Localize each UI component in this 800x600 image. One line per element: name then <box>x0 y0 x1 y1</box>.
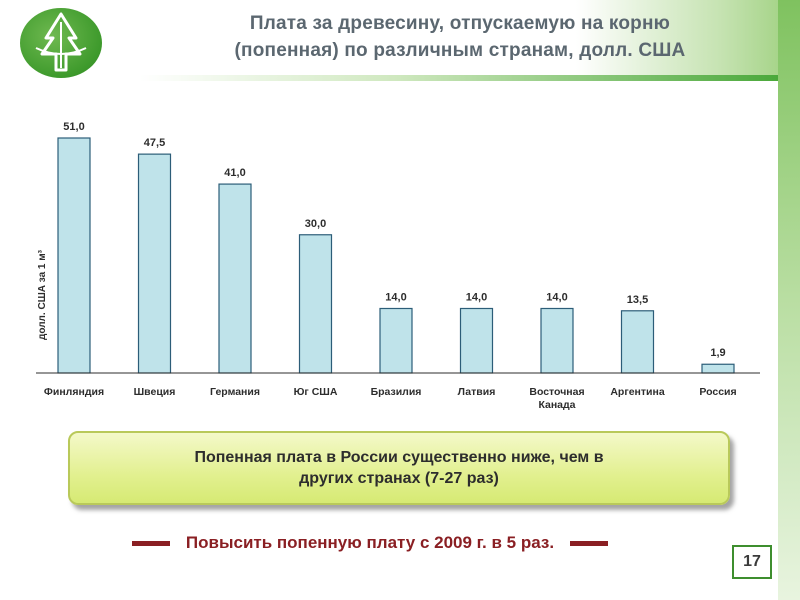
bar-3 <box>298 234 333 374</box>
y-axis-label: долл. США за 1 м³ <box>37 249 48 340</box>
bars-layer <box>57 137 735 374</box>
title-line-2: (попенная) по различным странам, долл. С… <box>234 40 686 61</box>
value-label-6: 14,0 <box>546 291 567 303</box>
value-label-7: 13,5 <box>627 294 648 306</box>
bar-8 <box>701 363 735 374</box>
action-line: Повысить попенную плату с 2009 г. в 5 ра… <box>90 533 650 553</box>
callout-text: Попенная плата в России существенно ниже… <box>194 449 604 487</box>
bar-7 <box>620 310 655 374</box>
value-label-4: 14,0 <box>385 291 406 303</box>
slide-title: Плата за древесину, отпускаемую на корню… <box>160 10 760 64</box>
value-labels-layer: 51,0 47,5 41,0 30,0 14,0 14,0 14,0 13,5 1,9 <box>63 121 725 359</box>
category-label-6-line-0: Восточная <box>529 386 584 398</box>
category-labels-layer: Финляндия Швеция Германия Юг США Бразилия Лат… <box>44 386 737 411</box>
value-label-3: 30,0 <box>305 218 326 230</box>
key-finding-callout: Попенная плата в России существенно ниже… <box>68 431 730 505</box>
value-label-8: 1,9 <box>710 347 725 359</box>
page-number: 17 <box>732 545 772 579</box>
bar-4 <box>379 307 413 374</box>
action-text: Повысить попенную плату с 2009 г. в 5 ра… <box>185 533 555 552</box>
header-band <box>0 0 800 78</box>
category-label-3: Юг США <box>294 386 338 398</box>
bar-6 <box>540 307 574 374</box>
value-label-1: 47,5 <box>144 137 165 149</box>
title-line-1: Плата за древесину, отпускаемую на корню <box>249 13 671 34</box>
stumpage-bar-chart: 51,0 47,5 41,0 30,0 14,0 14,0 14,0 13,5 1,9 Финл… <box>36 121 760 411</box>
category-label-1: Швеция <box>134 386 176 398</box>
category-label-8: Россия <box>699 386 736 398</box>
bar-0 <box>57 137 91 374</box>
category-label-4: Бразилия <box>371 386 422 398</box>
tree-logo-icon <box>20 8 102 78</box>
value-label-5: 14,0 <box>466 291 487 303</box>
tree-logo-graphic <box>35 12 87 72</box>
left-dash <box>131 540 170 546</box>
right-side-band <box>778 0 800 600</box>
category-label-2: Германия <box>210 386 260 398</box>
category-label-5: Латвия <box>458 386 496 398</box>
bar-1 <box>137 153 172 374</box>
value-label-2: 41,0 <box>224 167 245 179</box>
header-underline <box>140 75 780 81</box>
bar-5 <box>459 307 494 374</box>
value-label-0: 51,0 <box>63 121 84 133</box>
category-label-7: Аргентина <box>610 386 664 398</box>
bar-2 <box>218 183 252 374</box>
category-label-6-line-1: Канада <box>538 399 575 411</box>
category-label-0: Финляндия <box>44 386 104 398</box>
right-dash <box>570 540 609 546</box>
